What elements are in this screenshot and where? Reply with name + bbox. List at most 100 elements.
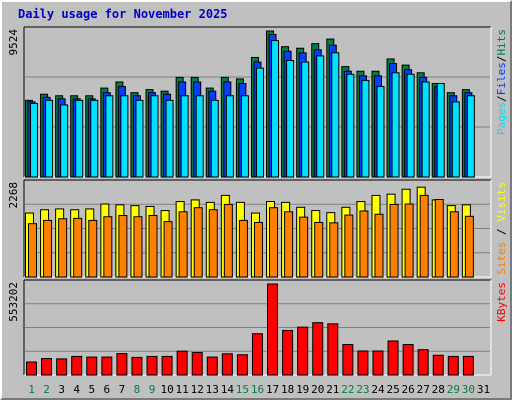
day-label: 6 xyxy=(104,383,111,396)
day-label: 4 xyxy=(73,383,80,396)
pages-bar xyxy=(90,99,99,178)
day-label: 19 xyxy=(296,383,309,396)
panel-1-legend: Pages/Files/Hits xyxy=(495,29,508,135)
day-label: 18 xyxy=(281,383,294,396)
sites-bar xyxy=(163,221,173,278)
sites-bar xyxy=(314,221,324,278)
hits-legend: Hits xyxy=(495,29,508,56)
chart-title: Daily usage for November 2025 xyxy=(18,7,228,21)
kbytes-bar xyxy=(357,350,369,376)
kbytes-bar xyxy=(116,353,128,376)
kbytes-bar xyxy=(191,351,203,376)
sites-bar xyxy=(208,209,218,278)
pages-bar xyxy=(60,104,69,178)
day-label: 3 xyxy=(58,383,65,396)
panel-2-legend: Sites / Visits xyxy=(495,182,508,275)
kbytes-bar xyxy=(176,350,188,376)
sites-bar xyxy=(434,199,444,278)
kbytes-bar xyxy=(236,354,248,376)
pages-bar xyxy=(75,99,84,178)
pages-bar xyxy=(255,67,264,178)
kbytes-bar xyxy=(432,354,444,376)
sites-bar xyxy=(148,214,158,278)
sites-bar xyxy=(178,211,188,278)
sites-bar xyxy=(103,216,113,278)
legend-separator: / xyxy=(495,95,508,102)
kbytes-bar xyxy=(372,350,384,376)
kbytes-bar xyxy=(86,356,98,376)
kbytes-bar xyxy=(146,355,158,376)
kbytes-bar xyxy=(297,326,309,376)
kbytes-bar xyxy=(221,353,233,376)
day-label: 30 xyxy=(462,383,475,396)
day-label: 2 xyxy=(43,383,50,396)
files-legend: Files xyxy=(495,62,508,95)
pages-bar xyxy=(165,99,174,178)
kbytes-bar xyxy=(267,283,279,376)
sites-legend: Sites xyxy=(495,242,508,275)
pages-bar xyxy=(150,95,159,178)
day-label: 13 xyxy=(206,383,219,396)
pages-bar xyxy=(316,55,325,178)
day-label: 8 xyxy=(134,383,141,396)
day-label: 9 xyxy=(149,383,156,396)
pages-bar xyxy=(436,82,445,178)
pages-bar xyxy=(331,52,340,178)
day-label: 21 xyxy=(326,383,339,396)
pages-bar xyxy=(376,86,385,178)
sites-bar xyxy=(329,222,339,278)
panel-1-max-label: 9524 xyxy=(7,29,20,56)
kbytes-bar xyxy=(26,361,37,376)
sites-bar xyxy=(344,214,354,278)
day-label: 7 xyxy=(119,383,126,396)
kbytes-bar xyxy=(312,322,324,376)
pages-bar xyxy=(225,95,234,178)
pages-bar xyxy=(301,61,310,178)
pages-bar xyxy=(466,95,475,178)
sites-bar xyxy=(253,221,263,278)
panel-3-legend: KBytes xyxy=(495,282,508,322)
pages-bar xyxy=(271,40,280,178)
kbytes-bar xyxy=(71,355,83,376)
day-label: 27 xyxy=(417,383,430,396)
kbytes-bar xyxy=(101,356,113,376)
pages-bar xyxy=(391,72,400,178)
pages-bar xyxy=(286,59,295,178)
sites-bar xyxy=(118,214,128,278)
day-label: 15 xyxy=(236,383,249,396)
kbytes-bar xyxy=(56,358,68,376)
kbytes-bar xyxy=(402,344,414,376)
panel-3-max-label: 553202 xyxy=(7,282,20,322)
pages-bar xyxy=(210,99,219,178)
kbytes-bar xyxy=(462,355,474,376)
sites-bar xyxy=(389,203,399,278)
sites-bar xyxy=(73,217,83,278)
sites-bar xyxy=(284,211,294,278)
pages-bar xyxy=(120,95,129,178)
day-label: 23 xyxy=(356,383,369,396)
pages-bar xyxy=(421,81,430,178)
kbytes-legend: KBytes xyxy=(495,282,508,322)
kbytes-bar xyxy=(251,333,263,376)
day-label: 11 xyxy=(176,383,189,396)
sites-bar xyxy=(359,210,369,278)
sites-bar xyxy=(238,219,248,278)
day-label: 22 xyxy=(341,383,354,396)
sites-bar xyxy=(133,216,143,278)
sites-bar xyxy=(269,207,279,278)
sites-bar xyxy=(464,215,474,278)
day-label: 26 xyxy=(402,383,415,396)
pages-bar xyxy=(195,95,204,178)
pages-bar xyxy=(406,73,415,178)
kbytes-bar xyxy=(282,329,294,376)
day-label: 5 xyxy=(88,383,95,396)
kbytes-bar xyxy=(206,356,218,376)
sites-bar xyxy=(404,203,414,278)
pages-bar xyxy=(240,95,249,178)
day-label: 20 xyxy=(311,383,324,396)
sites-bar xyxy=(88,219,98,278)
day-label: 25 xyxy=(386,383,399,396)
pages-bar xyxy=(180,95,189,178)
pages-legend: Pages xyxy=(495,102,508,135)
pages-bar xyxy=(361,79,370,178)
